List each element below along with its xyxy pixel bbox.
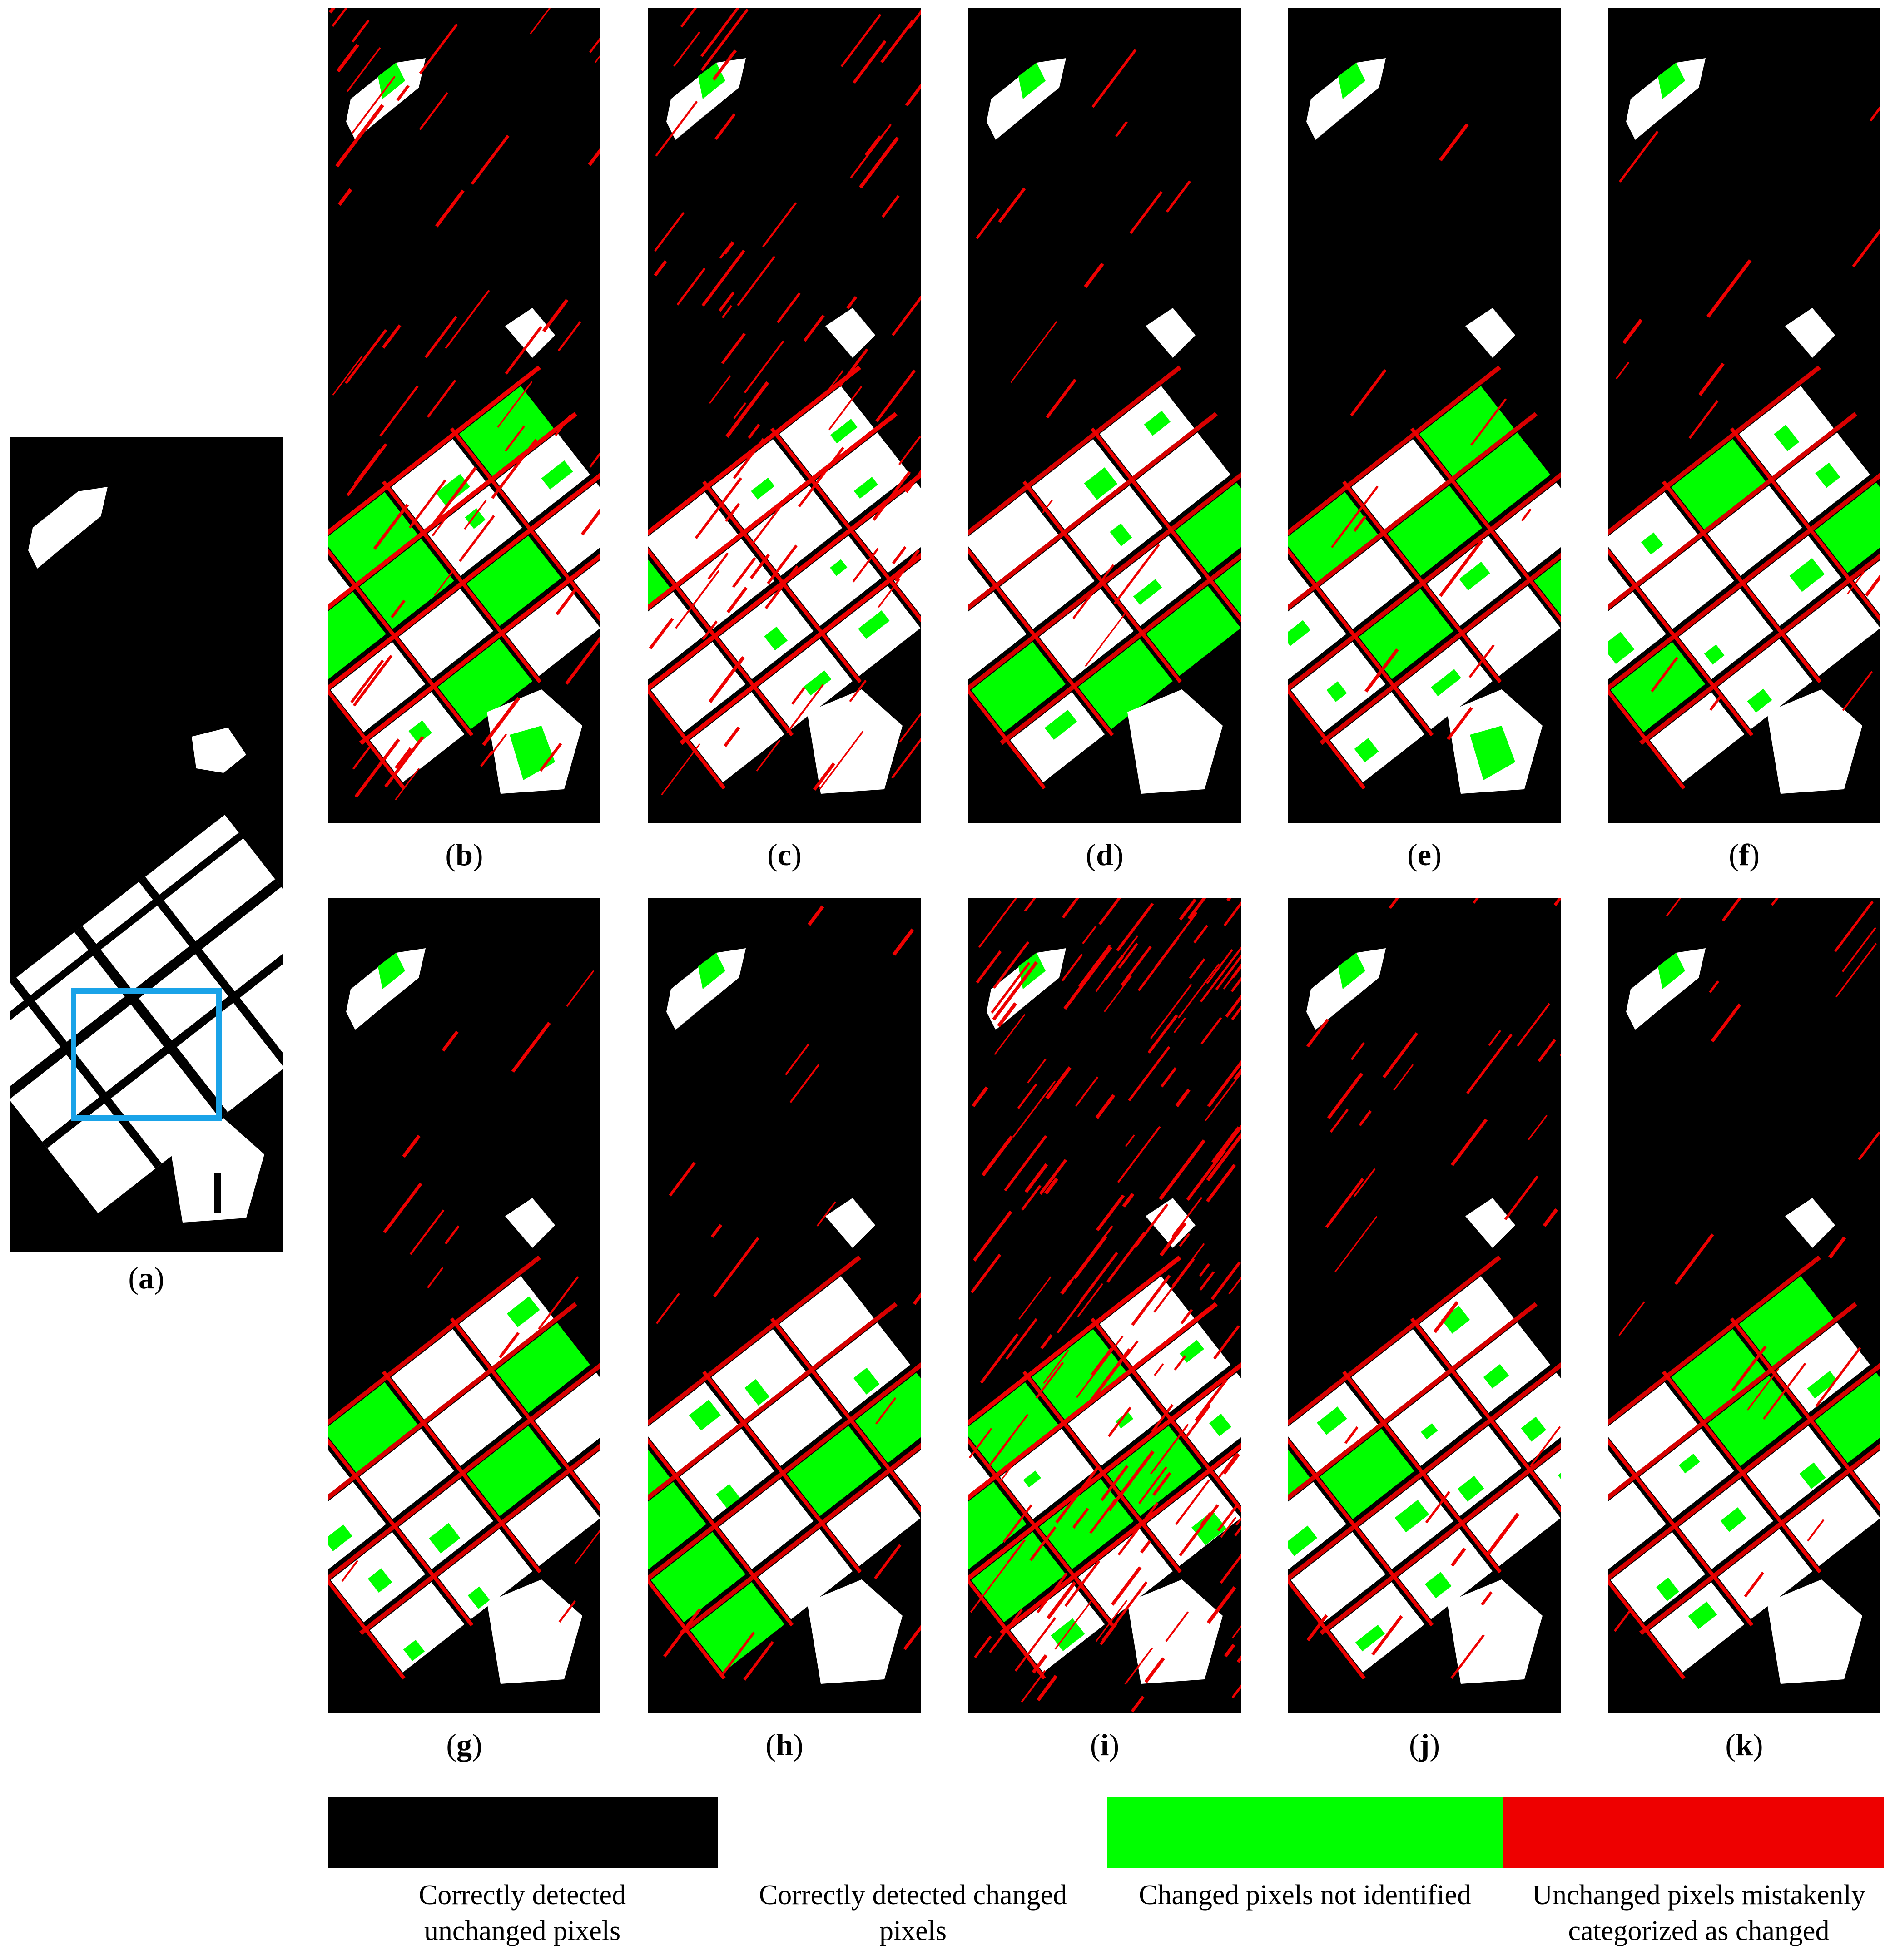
caption-a: (a) [128, 1261, 164, 1295]
legend-swatch-changed [718, 1797, 1107, 1869]
change-map-f [1608, 8, 1880, 823]
legend-text-missed: Changed pixels not identified [1139, 1880, 1471, 1911]
caption-h: (h) [765, 1727, 804, 1762]
roi-box [71, 988, 222, 1121]
change-map-e [1288, 8, 1561, 823]
caption-i: (i) [1090, 1727, 1120, 1762]
caption-e: (e) [1407, 837, 1442, 872]
change-map-h [648, 898, 921, 1713]
panel-g-result-map [328, 898, 600, 1713]
caption-d: (d) [1086, 837, 1124, 872]
ground-truth-map [10, 437, 283, 1252]
change-map-k [1608, 898, 1880, 1713]
legend-text-false-alarm: Unchanged pixels mistakenly categorized … [1532, 1880, 1865, 1947]
change-map-g [328, 898, 600, 1713]
change-map-b [328, 8, 600, 823]
caption-k: (k) [1725, 1727, 1763, 1762]
change-map-j [1288, 898, 1561, 1713]
change-map-d [968, 8, 1241, 823]
caption-c: (c) [767, 837, 802, 872]
legend-swatch-false-alarm [1503, 1797, 1884, 1868]
panel-j-result-map [1288, 898, 1561, 1713]
panel-f-result-map [1608, 8, 1880, 823]
change-map-c [648, 8, 921, 823]
legend-text-unchanged: Correctly detected unchanged pixels [418, 1880, 626, 1947]
change-map-i [968, 898, 1241, 1713]
panel-d-result-map [968, 8, 1241, 823]
panel-e-result-map [1288, 8, 1561, 823]
panel-h-result-map [648, 898, 921, 1713]
caption-f: (f) [1729, 837, 1760, 872]
legend-swatch-missed [1107, 1797, 1503, 1868]
panel-c-result-map [648, 8, 921, 823]
panel-b-result-map [328, 8, 600, 823]
caption-g: (g) [446, 1727, 482, 1762]
caption-j: (j) [1409, 1727, 1440, 1762]
legend-swatch-unchanged [328, 1797, 718, 1868]
panel-k-result-map [1608, 898, 1880, 1713]
legend-text-changed: Correctly detected changed pixels [759, 1880, 1067, 1947]
panel-a-ground-truth [10, 437, 283, 1252]
caption-b: (b) [445, 837, 483, 872]
panel-i-result-map [968, 898, 1241, 1713]
